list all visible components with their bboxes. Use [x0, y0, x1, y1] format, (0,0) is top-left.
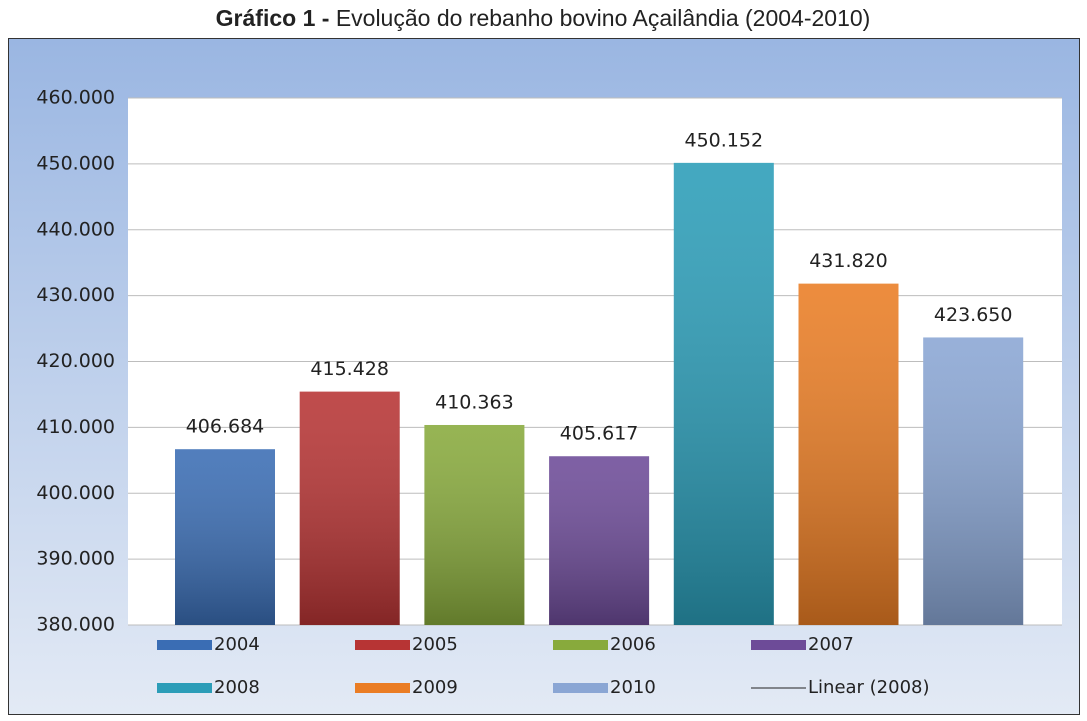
title-text: Evolução do rebanho bovino Açailândia (2… — [336, 5, 871, 31]
data-label: 450.152 — [685, 129, 764, 151]
y-tick-label: 410.000 — [36, 416, 115, 438]
legend-label: 2005 — [412, 634, 458, 655]
legend-swatch — [751, 640, 806, 650]
bar-shade — [673, 162, 774, 625]
legend-label: 2007 — [808, 634, 854, 655]
title-label: Gráfico 1 - — [216, 5, 330, 31]
legend-swatch — [553, 683, 608, 693]
data-label: 415.428 — [310, 358, 389, 380]
legend-label: 2004 — [214, 634, 260, 655]
legend-label: 2008 — [214, 677, 260, 698]
y-tick-label: 430.000 — [36, 284, 115, 306]
bar-shade — [424, 424, 525, 625]
data-label: 410.363 — [435, 391, 514, 413]
data-label: 423.650 — [934, 304, 1013, 326]
legend-label: 2010 — [610, 677, 656, 698]
legend-swatch — [355, 683, 410, 693]
legend-label: 2006 — [610, 634, 656, 655]
y-tick-label: 460.000 — [36, 87, 115, 109]
data-label: 431.820 — [809, 250, 888, 272]
y-tick-label: 390.000 — [36, 548, 115, 570]
y-tick-label: 420.000 — [36, 350, 115, 372]
y-tick-label: 450.000 — [36, 152, 115, 174]
data-label: 405.617 — [560, 423, 639, 445]
legend-swatch — [157, 640, 212, 650]
legend-swatch — [553, 640, 608, 650]
bar-shade — [923, 337, 1024, 625]
bar-shade — [798, 283, 899, 625]
legend-label: Linear (2008) — [808, 677, 930, 698]
legend-swatch — [157, 683, 212, 693]
chart-title: Gráfico 1 - Evolução do rebanho bovino A… — [216, 5, 871, 31]
bar-shade — [299, 391, 400, 625]
y-tick-label: 440.000 — [36, 218, 115, 240]
legend-label: 2009 — [412, 677, 458, 698]
legend-swatch — [355, 640, 410, 650]
bar-shade — [549, 456, 650, 625]
y-tick-label: 380.000 — [36, 614, 115, 636]
data-label: 406.684 — [186, 416, 265, 438]
bar-shade — [175, 449, 275, 625]
y-tick-label: 400.000 — [36, 482, 115, 504]
